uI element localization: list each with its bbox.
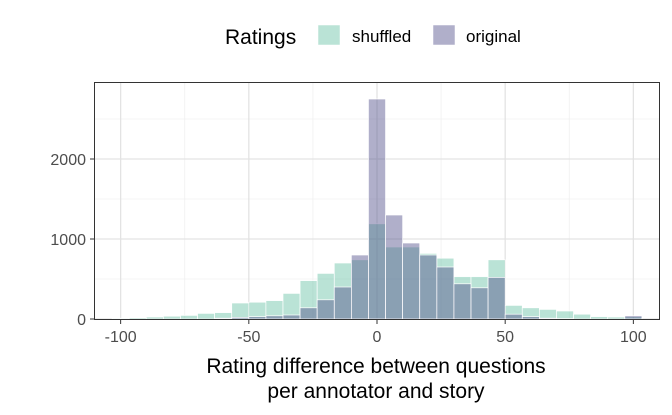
x-tick-label: -100 bbox=[105, 329, 137, 346]
bar-original bbox=[385, 214, 403, 320]
bar-original bbox=[402, 242, 421, 320]
bar-original bbox=[453, 283, 472, 320]
bar-original bbox=[368, 98, 386, 320]
bar-original bbox=[624, 315, 643, 320]
y-tick-label: 0 bbox=[77, 312, 86, 329]
y-axis: 0 1000 2000 bbox=[50, 152, 94, 329]
bar-original bbox=[333, 286, 352, 320]
x-tick-label: 0 bbox=[373, 329, 382, 346]
bar-original bbox=[214, 317, 233, 320]
bar-shuffled bbox=[163, 315, 181, 320]
legend: Ratings shuffled original bbox=[225, 24, 521, 49]
x-tick-label: 50 bbox=[496, 329, 514, 346]
bar-original bbox=[470, 287, 489, 320]
bar-original bbox=[299, 307, 318, 320]
legend-label-original: original bbox=[466, 27, 521, 46]
bar-shuffled bbox=[128, 317, 147, 320]
x-tick-label: -50 bbox=[237, 329, 260, 346]
panel-border bbox=[94, 82, 660, 320]
x-tick-label: 100 bbox=[620, 329, 647, 346]
bar-original bbox=[231, 317, 250, 320]
plot-panel bbox=[94, 82, 660, 320]
bar-shuffled bbox=[231, 302, 250, 320]
bar-original bbox=[248, 316, 267, 320]
bar-shuffled bbox=[556, 310, 574, 320]
bar-original bbox=[316, 299, 335, 320]
bar-shuffled bbox=[111, 317, 130, 320]
bar-shuffled bbox=[607, 316, 626, 320]
bar-original bbox=[487, 277, 506, 320]
bar-original bbox=[351, 254, 369, 320]
legend-key-original bbox=[432, 24, 456, 46]
bar-original bbox=[539, 317, 557, 320]
bar-original bbox=[521, 316, 540, 320]
legend-key-shuffled bbox=[317, 24, 341, 46]
x-axis: -100 -50 0 50 100 bbox=[105, 320, 647, 346]
bar-original bbox=[504, 313, 523, 320]
bar-shuffled bbox=[590, 316, 609, 320]
bar-original bbox=[436, 266, 455, 320]
y-tick-label: 1000 bbox=[50, 232, 86, 249]
bar-shuffled bbox=[573, 313, 591, 320]
bar-shuffled bbox=[180, 315, 198, 320]
bar-shuffled bbox=[197, 313, 215, 320]
legend-label-shuffled: shuffled bbox=[352, 27, 411, 46]
x-axis-title-line2: per annotator and story bbox=[267, 380, 485, 403]
bar-original bbox=[265, 315, 284, 320]
bar-shuffled bbox=[145, 316, 164, 320]
x-axis-title-line1: Rating difference between questions bbox=[206, 355, 545, 378]
bar-shuffled bbox=[539, 309, 557, 320]
y-tick-label: 2000 bbox=[50, 152, 86, 169]
series-original bbox=[214, 98, 643, 320]
bar-original bbox=[419, 254, 438, 320]
bar-original bbox=[282, 314, 301, 320]
legend-title: Ratings bbox=[225, 26, 296, 49]
